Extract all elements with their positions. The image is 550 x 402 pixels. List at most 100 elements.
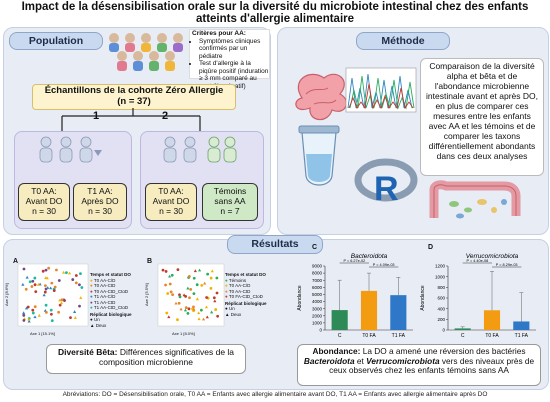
pcoa-point (27, 317, 31, 321)
panel-b-legend-label: T0 AA-CtD (228, 288, 251, 294)
panel-a-legend-label: T0 AA-CtD_CtoD (93, 288, 129, 294)
pcoa-point (31, 308, 35, 312)
chart-ylabel: Abondance (297, 285, 303, 311)
panel-b-legend-swatch: ● (225, 294, 229, 299)
x-tick-label: T1 FA (392, 333, 406, 339)
pcoa-point (171, 293, 175, 296)
y-tick-label: 6000 (312, 285, 323, 290)
pcoa-point (59, 301, 64, 305)
pcoa-point (28, 280, 32, 284)
panel-a-legend-swatch: ● (90, 277, 94, 283)
pcoa-plot-b (157, 263, 225, 327)
abund-caption-2: et (356, 355, 364, 366)
pcoa-point (192, 276, 196, 280)
g2-a-line-1: T0 AA: (158, 186, 184, 196)
pcoa-point (187, 307, 191, 311)
beta-diversity-caption: Diversité Bêta: Différences significativ… (46, 344, 246, 374)
pcoa-point (52, 289, 56, 293)
r-logo-icon: R (354, 158, 418, 208)
legend-b-replicate-1: ● Un (225, 306, 235, 311)
sample-tube-icon (298, 125, 340, 186)
pcoa-point (197, 311, 201, 315)
beta-caption-rest: Différences significatives de la composi… (98, 347, 235, 367)
pcoa-point (169, 290, 173, 294)
p-value-label: P = 6.27e-02 (343, 259, 365, 263)
pcoa-point (27, 319, 31, 323)
pcoa-point (22, 267, 26, 271)
population-label: Population (9, 32, 103, 50)
panel-b-ylabel: Axe 2 [5.5%] (144, 283, 149, 306)
pcoa-point (60, 298, 64, 302)
pcoa-point (74, 274, 78, 277)
pcoa-point (58, 298, 62, 302)
pcoa-point (43, 290, 47, 294)
cohort-line-1: Échantillons de la cohorte Zéro Allergie (44, 85, 224, 96)
legend-b-items: ● Témoins ● T0 AA-C/D ● T0 AA-CtD ● T0 FA-C… (225, 278, 267, 300)
pcoa-point (179, 307, 183, 311)
panel-b-legend-item: ● T0 AA-CtD (225, 289, 267, 295)
group-1-children-icon (39, 136, 102, 163)
pcoa-point (205, 296, 209, 299)
pcoa-point (22, 311, 26, 315)
y-tick-label: 7000 (312, 278, 323, 283)
y-tick-label: 200 (437, 317, 445, 322)
pcoa-point (33, 276, 37, 280)
sequencing-chromatogram-icon (345, 67, 417, 113)
g1-b-line-1: T1 AA: (87, 186, 113, 196)
panel-d-letter: D (428, 244, 434, 251)
panel-a-legend-item: ● T0 AA-CtD (90, 283, 132, 289)
g2-b-line-3: n = 7 (220, 206, 240, 216)
pcoa-point (214, 308, 218, 311)
panel-b-legend-label: T0 AA-C/D (228, 283, 251, 288)
pcoa-point (67, 271, 72, 275)
pcoa-point (212, 296, 216, 300)
panel-a-xlabel: Axe 1 [15.1%] (30, 331, 55, 336)
panel-a-legend-item: ● T1 AA-CtD (90, 300, 132, 306)
panel-a-legend-item: ● T1 AA-C/D (90, 294, 132, 300)
pcoa-point (204, 305, 209, 309)
intestine-icon (295, 73, 348, 121)
pcoa-point (210, 310, 214, 314)
criteria-list: Symptômes cliniques confirmés par un péd… (190, 38, 269, 91)
pcoa-point (183, 308, 188, 312)
y-tick-label: 8000 (312, 271, 323, 276)
pcoa-point (79, 296, 83, 299)
p-value-label: P = 8.29e-03 (496, 263, 518, 267)
pcoa-point (164, 270, 168, 273)
legend-a-replicate-1-label: Un (93, 317, 100, 322)
g2-a-line-2: Avant DO (152, 196, 190, 206)
g2-b-line-1: Témoins (213, 186, 247, 196)
legend-b-replicate-2: ▲ Deux (225, 311, 242, 317)
method-illustration: R (295, 67, 418, 208)
y-tick-label: 1000 (312, 320, 323, 325)
panel-b-legend-item: ● Témoins (225, 278, 267, 284)
abund-caption-tax2: Verrucomicrobiota (366, 355, 440, 366)
pcoa-point (65, 271, 68, 275)
pcoa-point (57, 310, 61, 314)
pcoa-point (26, 305, 30, 309)
abund-caption-1: La DO a amené une réversion des bactérie… (362, 346, 526, 356)
pcoa-point (74, 281, 78, 285)
legend-a-replicate-2: ▲ Deux (90, 322, 107, 328)
pcoa-point (176, 268, 180, 272)
y-tick-label: 5000 (312, 292, 323, 297)
legend-a-replicate-2-label: Deux (95, 322, 107, 328)
pcoa-point (161, 268, 165, 272)
panel-b-legend: Temps et statut DO ● Témoins ● T0 AA-C/D ●… (225, 272, 267, 317)
panel-a-legend-swatch: ● (90, 299, 94, 305)
bar (513, 321, 530, 330)
g1-a-line-3: n = 30 (32, 206, 56, 216)
legend-a-items: ● T0 AA-C/D ● T0 AA-CtD ● T0 AA-CtD_CtoD ● … (90, 278, 132, 311)
pcoa-point (44, 303, 48, 307)
pcoa-point (22, 313, 26, 317)
pcoa-point (25, 275, 29, 279)
bar-chart-d: Verrucomicrobiota Abondance 0 200 400 600 800 1… (420, 253, 536, 339)
pcoa-point (41, 269, 45, 273)
criteria-item: Symptômes cliniques confirmés par un péd… (199, 38, 269, 61)
panel-a-letter: A (13, 258, 19, 265)
x-tick-label: C (461, 333, 465, 339)
panel-a-legend-swatch: ● (90, 283, 94, 288)
panel-a-legend-swatch: ● (90, 305, 94, 310)
group-1-number: 1 (93, 110, 100, 122)
panel-b-legend-label: T0 FA-CtD_CtoD (228, 294, 263, 299)
